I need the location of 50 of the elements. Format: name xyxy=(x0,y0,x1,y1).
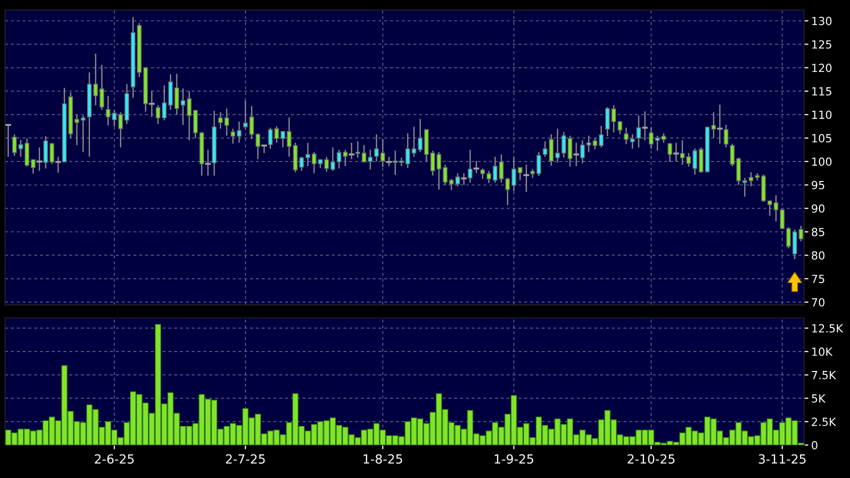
candlestick xyxy=(668,142,672,163)
x-tick-label: 3-11-25 xyxy=(758,454,806,464)
y-tick-label: 10K xyxy=(812,348,833,356)
y-tick-label: 105 xyxy=(812,134,832,142)
y-tick-label: 80 xyxy=(812,251,824,260)
y-tick-label: 115 xyxy=(812,87,832,96)
x-tick-label: 2-7-25 xyxy=(226,454,265,464)
candlestick xyxy=(268,127,273,150)
candlestick xyxy=(224,108,229,136)
candlestick xyxy=(236,121,242,144)
candlestick xyxy=(474,160,480,174)
x-tick-label: 2-6-25 xyxy=(94,454,134,464)
y-tick-label: 125 xyxy=(812,40,832,49)
y-tick-label: 120 xyxy=(812,64,832,72)
y-tick-label: 130 xyxy=(812,16,832,26)
candlestick xyxy=(230,128,236,144)
candlestick xyxy=(642,110,648,142)
y-tick-label: 0 xyxy=(812,440,818,450)
candlestick xyxy=(468,149,472,184)
y-tick-label: 70 xyxy=(812,298,824,307)
candlestick xyxy=(30,158,36,174)
y-tick-label: 85 xyxy=(812,228,824,236)
candlestick xyxy=(461,172,467,186)
candlestick xyxy=(218,112,223,130)
x-tick-label: 2-10-25 xyxy=(628,454,674,464)
candlestick xyxy=(80,114,86,153)
candlestick xyxy=(36,146,42,172)
candlestick xyxy=(518,166,522,181)
candlestick xyxy=(455,172,460,187)
candlestick xyxy=(730,143,735,167)
y-tick-label: 95 xyxy=(812,180,824,190)
candlestick xyxy=(348,142,354,160)
candlestick xyxy=(386,156,392,167)
candlestick xyxy=(680,140,685,166)
candlestick xyxy=(243,100,248,130)
candlestick xyxy=(636,114,641,148)
y-tick-label: 2.5K xyxy=(812,418,836,426)
x-tick-label: 1-9-25 xyxy=(494,454,534,464)
y-tick-label: 5K xyxy=(812,394,826,403)
candlestick xyxy=(661,132,666,144)
y-tick-label: 100 xyxy=(812,157,832,166)
x-tick-label: 1-8-25 xyxy=(364,454,402,464)
candlestick xyxy=(711,112,716,139)
y-tick-label: 12.5K xyxy=(812,324,844,333)
candlestick xyxy=(205,149,211,176)
candlestick xyxy=(724,124,728,148)
y-tick-label: 7.5K xyxy=(812,371,836,380)
y-tick-label: 110 xyxy=(812,110,832,119)
y-tick-label: 90 xyxy=(812,204,824,213)
y-tick-label: 75 xyxy=(812,274,824,284)
